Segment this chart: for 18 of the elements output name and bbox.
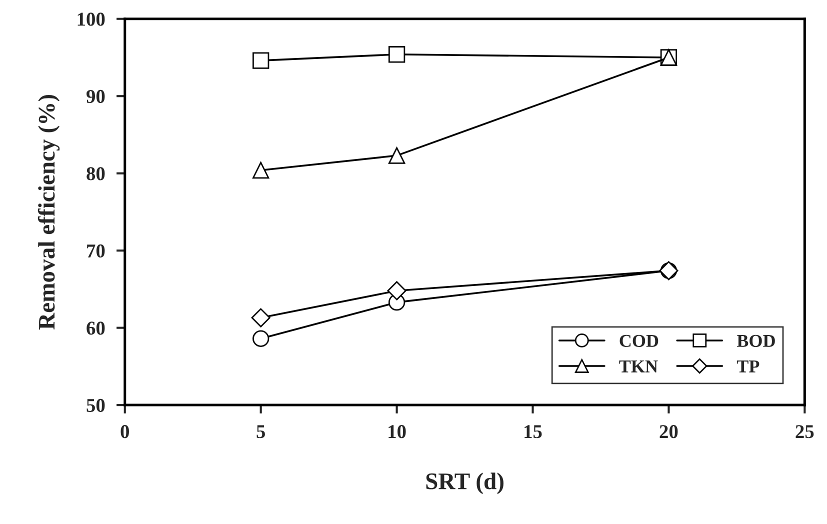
- y-tick-label: 50: [86, 398, 105, 412]
- y-axis-title: Removal efficiency (%): [38, 94, 60, 330]
- x-tick-label: 20: [660, 425, 678, 438]
- x-tick-label: 15: [524, 425, 542, 438]
- legend-label: BOD: [736, 334, 775, 347]
- y-tick-label: 90: [86, 90, 105, 104]
- x-tick-label: 25: [796, 425, 814, 438]
- x-tick-label: 5: [256, 425, 265, 438]
- legend-label: TKN: [619, 360, 658, 372]
- y-tick-label: 70: [87, 244, 105, 258]
- x-tick-label: 10: [388, 425, 406, 438]
- y-tick-label: 60: [86, 322, 105, 335]
- x-tick-label: 0: [120, 425, 129, 438]
- legend-label: TP: [736, 360, 760, 372]
- x-axis-title: SRT (d): [426, 472, 504, 494]
- y-tick-label: 80: [86, 167, 105, 180]
- y-tick-label: 100: [78, 12, 105, 26]
- legend-label: COD: [620, 334, 658, 347]
